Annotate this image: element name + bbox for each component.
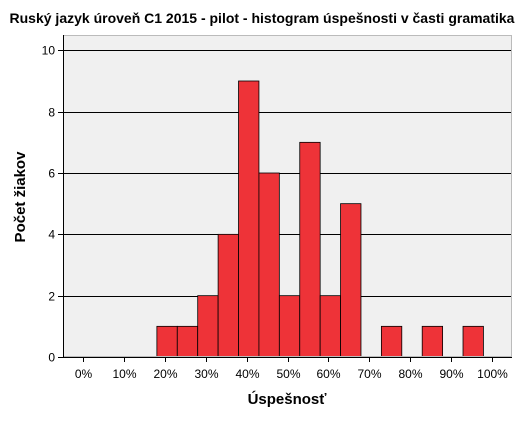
x-tick-label: 20% xyxy=(153,367,177,381)
histogram-bar-2 xyxy=(176,325,199,358)
x-tick-label: 30% xyxy=(194,367,218,381)
x-tick-label: 70% xyxy=(357,367,381,381)
chart-title: Ruský jazyk úroveň C1 2015 - pilot - his… xyxy=(10,10,515,26)
x-tick-label: 100% xyxy=(477,367,508,381)
x-tick-label: 40% xyxy=(235,367,259,381)
axes xyxy=(63,35,512,358)
histogram-bar-9 xyxy=(319,295,341,358)
x-tick-label: 90% xyxy=(439,367,463,381)
histogram-bar-4 xyxy=(217,233,239,358)
histogram-bar-13 xyxy=(462,325,484,358)
x-tick-label: 60% xyxy=(316,367,340,381)
x-tick-label: 0% xyxy=(75,367,93,381)
y-axis-label: Počet žiakov xyxy=(12,151,29,243)
x-tick-label: 80% xyxy=(398,367,422,381)
x-tick-label: 10% xyxy=(112,367,136,381)
histogram-bar-12 xyxy=(421,325,444,358)
histogram-bar-8 xyxy=(299,141,321,358)
y-tick-label: 6 xyxy=(48,167,55,181)
histogram-bar-7 xyxy=(278,295,301,358)
x-tick-label: 50% xyxy=(276,367,300,381)
histogram-bar-3 xyxy=(197,295,219,358)
x-axis-label: Úspešnosť xyxy=(248,390,328,408)
y-axis-ticks: 0 2 4 6 8 10 xyxy=(42,44,63,365)
gridlines xyxy=(63,50,512,297)
x-axis-ticks: 0% 10% 20% 30% 40% 50% 60% 70% 80% 90% 100% xyxy=(75,357,508,381)
histogram-bar-1 xyxy=(156,325,178,358)
y-tick-label: 2 xyxy=(48,290,55,304)
y-tick-label: 4 xyxy=(48,228,55,242)
histogram-bar-6 xyxy=(258,172,280,358)
histogram-bar-11 xyxy=(380,325,403,358)
y-tick-label: 0 xyxy=(48,351,55,365)
y-tick-label: 8 xyxy=(48,106,55,120)
histogram-bar-5 xyxy=(238,80,260,358)
y-tick-label: 10 xyxy=(42,44,56,58)
histogram-bar-10 xyxy=(340,203,362,358)
